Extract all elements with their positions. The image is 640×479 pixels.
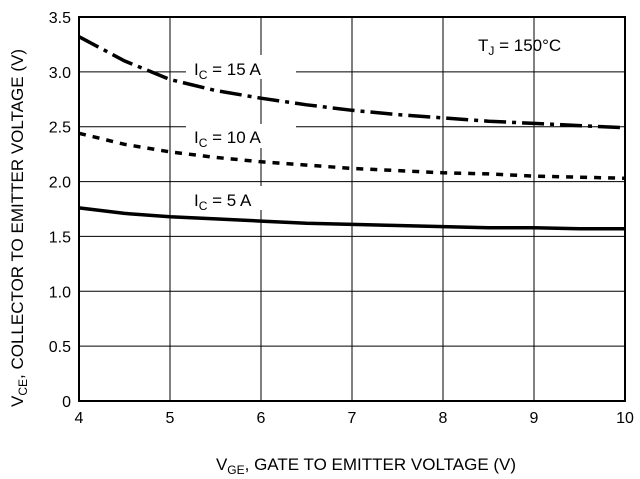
y-tick-label: 0.5	[49, 339, 71, 356]
svg-text:TJ = 150°C: TJ = 150°C	[478, 36, 561, 58]
x-tick-label: 8	[439, 410, 448, 427]
x-tick-label: 5	[166, 410, 175, 427]
series-label-10a: IC = 10 A	[186, 124, 296, 150]
x-tick-label: 10	[616, 410, 634, 427]
svg-text:IC = 15 A: IC = 15 A	[194, 60, 261, 82]
x-tick-label: 6	[257, 410, 266, 427]
series-label-5a: IC = 5 A	[186, 186, 286, 213]
x-axis-label: VGE, GATE TO EMITTER VOLTAGE (V)	[216, 455, 516, 477]
svg-text:IC = 5 A: IC = 5 A	[194, 191, 252, 213]
y-tick-label: 3.0	[49, 65, 71, 82]
y-axis-label: VCE, COLLECTOR TO EMITTER VOLTAGE (V)	[8, 49, 30, 407]
x-tick-label: 4	[75, 410, 84, 427]
x-tick-labels: 4 5 6 7 8 9 10	[75, 410, 634, 427]
y-tick-label: 1.5	[49, 229, 71, 246]
x-tick-label: 7	[348, 410, 357, 427]
y-tick-labels: 0 0.5 1.0 1.5 2.0 2.5 3.0 3.5	[49, 10, 71, 411]
x-tick-label: 9	[530, 410, 539, 427]
y-tick-label: 1.0	[49, 284, 71, 301]
series-line-2	[78, 206, 625, 231]
svg-text:IC = 10 A: IC = 10 A	[194, 128, 261, 150]
series-label-15a: IC = 15 A	[186, 55, 296, 82]
series-layer	[78, 35, 626, 231]
y-tick-label: 2.0	[49, 175, 71, 192]
y-tick-label: 0	[62, 394, 71, 411]
temperature-annotation: TJ = 150°C	[478, 36, 561, 58]
series-line-0	[78, 35, 626, 130]
grid-lines	[79, 17, 625, 401]
y-tick-label: 3.5	[49, 10, 71, 27]
y-tick-label: 2.5	[49, 120, 71, 137]
plot-frame	[78, 16, 626, 402]
